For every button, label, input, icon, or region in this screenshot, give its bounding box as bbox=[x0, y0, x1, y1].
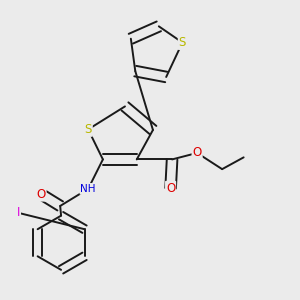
Text: S: S bbox=[179, 36, 186, 49]
Text: O: O bbox=[166, 182, 175, 195]
Text: O: O bbox=[36, 188, 46, 201]
Text: I: I bbox=[17, 206, 20, 219]
Text: NH: NH bbox=[80, 184, 96, 194]
Text: O: O bbox=[193, 146, 202, 159]
Text: S: S bbox=[85, 123, 92, 136]
